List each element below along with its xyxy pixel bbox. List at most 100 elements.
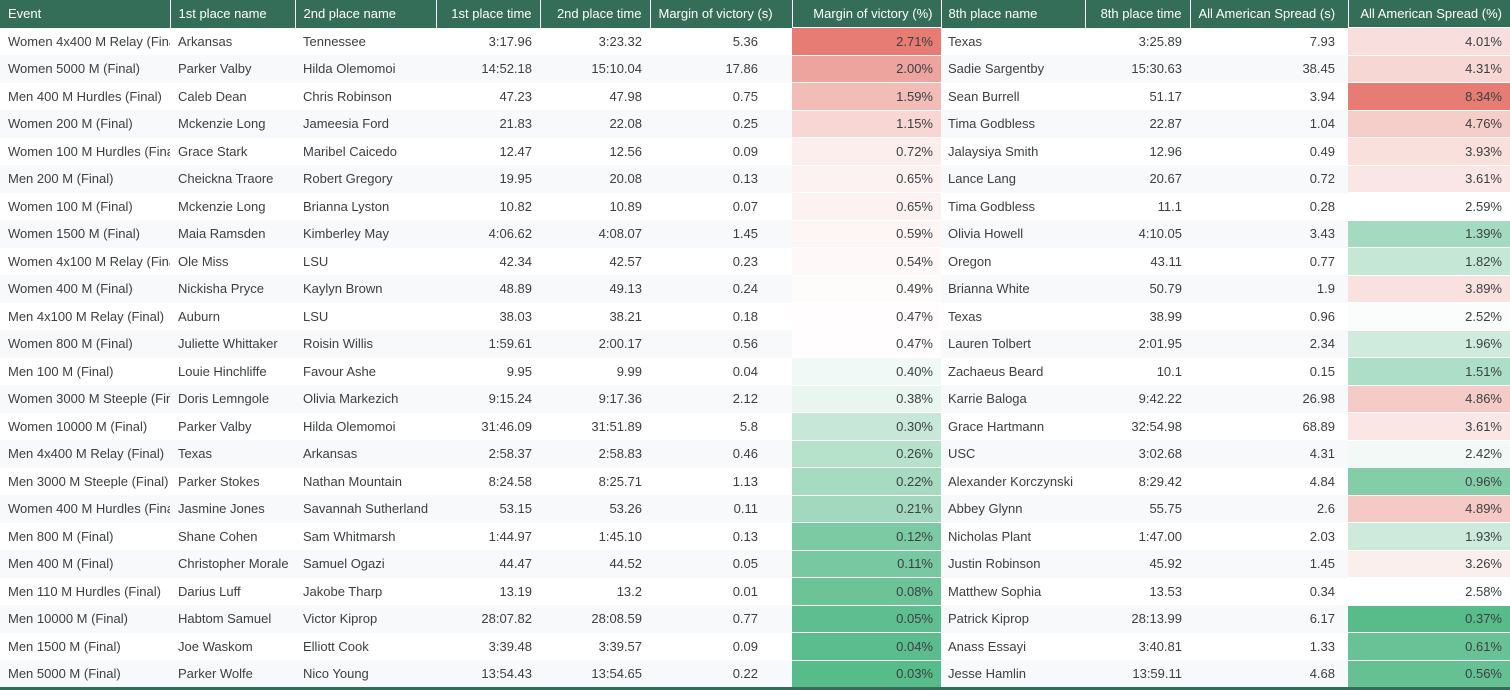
first-place-name-cell: Parker Wolfe xyxy=(170,660,295,687)
second-place-name-cell: Jameesia Ford xyxy=(295,110,436,138)
margin-victory-s-cell: 0.05 xyxy=(650,550,792,578)
first-place-time-cell: 9:15.24 xyxy=(436,385,540,413)
event-cell: Women 100 M (Final) xyxy=(0,192,170,220)
margin-victory-s-cell: 17.86 xyxy=(650,55,792,83)
table-row: Men 200 M (Final) Cheickna Traore Robert… xyxy=(0,164,1510,193)
eighth-place-name-cell: Olivia Howell xyxy=(941,220,1085,248)
column-header-event: Event xyxy=(0,0,171,28)
margin-victory-s-cell: 0.25 xyxy=(650,110,792,138)
event-cell: Men 4x100 M Relay (Final) xyxy=(0,302,170,330)
table-row: Men 3000 M Steeple (Final) Parker Stokes… xyxy=(0,467,1510,495)
eighth-place-time-cell: 50.79 xyxy=(1085,275,1190,303)
first-place-name-cell: Parker Stokes xyxy=(170,467,295,495)
aa-spread-s-cell: 2.34 xyxy=(1190,330,1348,358)
second-place-name-cell: Nico Young xyxy=(295,660,436,687)
margin-victory-s-cell: 5.8 xyxy=(650,412,792,440)
first-place-time-cell: 13:54.43 xyxy=(436,660,540,687)
aa-spread-pct-cell: 1.39% xyxy=(1348,219,1510,248)
eighth-place-name-cell: Brianna White xyxy=(941,275,1085,303)
first-place-time-cell: 2:58.37 xyxy=(436,440,540,468)
table-row: Women 3000 M Steeple (Final) Doris Lemng… xyxy=(0,384,1510,413)
margin-victory-pct-cell: 0.49% xyxy=(792,274,941,303)
eighth-place-time-cell: 11.1 xyxy=(1085,192,1190,220)
eighth-place-time-cell: 4:10.05 xyxy=(1085,220,1190,248)
second-place-time-cell: 28:08.59 xyxy=(540,605,650,633)
first-place-name-cell: Caleb Dean xyxy=(170,82,295,110)
first-place-time-cell: 12.47 xyxy=(436,137,540,165)
aa-spread-pct-cell: 0.61% xyxy=(1348,632,1510,660)
eighth-place-name-cell: Tima Godbless xyxy=(941,110,1085,138)
header-row: Event 1st place name 2nd place name 1st … xyxy=(0,0,1510,28)
first-place-name-cell: Cheickna Traore xyxy=(170,165,295,193)
second-place-name-cell: Jakobe Tharp xyxy=(295,577,436,605)
column-header-margin-victory-s: Margin of victory (s) xyxy=(650,0,793,28)
margin-victory-pct-cell: 0.22% xyxy=(792,467,941,495)
eighth-place-name-cell: Anass Essayi xyxy=(941,632,1085,660)
second-place-name-cell: Brianna Lyston xyxy=(295,192,436,220)
eighth-place-name-cell: Sean Burrell xyxy=(941,82,1085,110)
eighth-place-time-cell: 9:42.22 xyxy=(1085,385,1190,413)
aa-spread-s-cell: 7.93 xyxy=(1190,27,1348,55)
margin-victory-s-cell: 0.13 xyxy=(650,165,792,193)
aa-spread-s-cell: 0.15 xyxy=(1190,357,1348,385)
eighth-place-name-cell: Patrick Kiprop xyxy=(941,605,1085,633)
aa-spread-pct-cell: 3.61% xyxy=(1348,164,1510,193)
second-place-time-cell: 31:51.89 xyxy=(540,412,650,440)
margin-victory-s-cell: 0.01 xyxy=(650,577,792,605)
first-place-time-cell: 31:46.09 xyxy=(436,412,540,440)
eighth-place-name-cell: Zachaeus Beard xyxy=(941,357,1085,385)
second-place-time-cell: 9.99 xyxy=(540,357,650,385)
margin-victory-pct-cell: 0.04% xyxy=(792,632,941,660)
margin-victory-pct-cell: 1.15% xyxy=(792,109,941,138)
table-row: Men 400 M Hurdles (Final) Caleb Dean Chr… xyxy=(0,82,1510,110)
second-place-time-cell: 20.08 xyxy=(540,165,650,193)
margin-victory-pct-cell: 1.59% xyxy=(792,82,941,110)
table-row: Women 400 M (Final) Nickisha Pryce Kayly… xyxy=(0,274,1510,303)
first-place-name-cell: Christopher Morale xyxy=(170,550,295,578)
margin-victory-pct-cell: 0.40% xyxy=(792,357,941,385)
eighth-place-time-cell: 20.67 xyxy=(1085,165,1190,193)
aa-spread-s-cell: 26.98 xyxy=(1190,385,1348,413)
aa-spread-s-cell: 4.31 xyxy=(1190,440,1348,468)
second-place-name-cell: Kimberley May xyxy=(295,220,436,248)
aa-spread-pct-cell: 2.59% xyxy=(1348,192,1510,220)
eighth-place-time-cell: 28:13.99 xyxy=(1085,605,1190,633)
aa-spread-s-cell: 3.43 xyxy=(1190,220,1348,248)
first-place-name-cell: Joe Waskom xyxy=(170,632,295,660)
table-row: Women 800 M (Final) Juliette Whittaker R… xyxy=(0,329,1510,358)
second-place-name-cell: Kaylyn Brown xyxy=(295,275,436,303)
second-place-name-cell: Robert Gregory xyxy=(295,165,436,193)
margin-victory-pct-cell: 0.54% xyxy=(792,247,941,275)
first-place-name-cell: Grace Stark xyxy=(170,137,295,165)
event-cell: Women 4x100 M Relay (Final) xyxy=(0,247,170,275)
table-row: Women 4x400 M Relay (Final) Arkansas Ten… xyxy=(0,27,1510,55)
column-header-aa-spread-pct: All American Spread (%) xyxy=(1348,0,1510,28)
eighth-place-time-cell: 13.53 xyxy=(1085,577,1190,605)
second-place-time-cell: 13.2 xyxy=(540,577,650,605)
aa-spread-pct-cell: 0.56% xyxy=(1348,659,1510,687)
margin-victory-s-cell: 0.09 xyxy=(650,137,792,165)
event-cell: Women 4x400 M Relay (Final) xyxy=(0,27,170,55)
aa-spread-s-cell: 0.72 xyxy=(1190,165,1348,193)
event-cell: Women 100 M Hurdles (Final) xyxy=(0,137,170,165)
eighth-place-name-cell: Texas xyxy=(941,302,1085,330)
margin-victory-pct-cell: 0.21% xyxy=(792,494,941,523)
second-place-time-cell: 13:54.65 xyxy=(540,660,650,687)
second-place-time-cell: 2:00.17 xyxy=(540,330,650,358)
column-header-second-place-time: 2nd place time xyxy=(540,0,651,28)
aa-spread-pct-cell: 2.52% xyxy=(1348,302,1510,330)
first-place-time-cell: 10.82 xyxy=(436,192,540,220)
eighth-place-name-cell: Nicholas Plant xyxy=(941,522,1085,550)
aa-spread-pct-cell: 1.96% xyxy=(1348,329,1510,358)
margin-victory-pct-cell: 0.72% xyxy=(792,137,941,165)
second-place-time-cell: 10.89 xyxy=(540,192,650,220)
second-place-time-cell: 9:17.36 xyxy=(540,385,650,413)
aa-spread-s-cell: 0.49 xyxy=(1190,137,1348,165)
margin-victory-pct-cell: 0.05% xyxy=(792,604,941,633)
aa-spread-s-cell: 1.45 xyxy=(1190,550,1348,578)
second-place-time-cell: 49.13 xyxy=(540,275,650,303)
aa-spread-s-cell: 2.03 xyxy=(1190,522,1348,550)
first-place-time-cell: 14:52.18 xyxy=(436,55,540,83)
first-place-time-cell: 3:17.96 xyxy=(436,27,540,55)
